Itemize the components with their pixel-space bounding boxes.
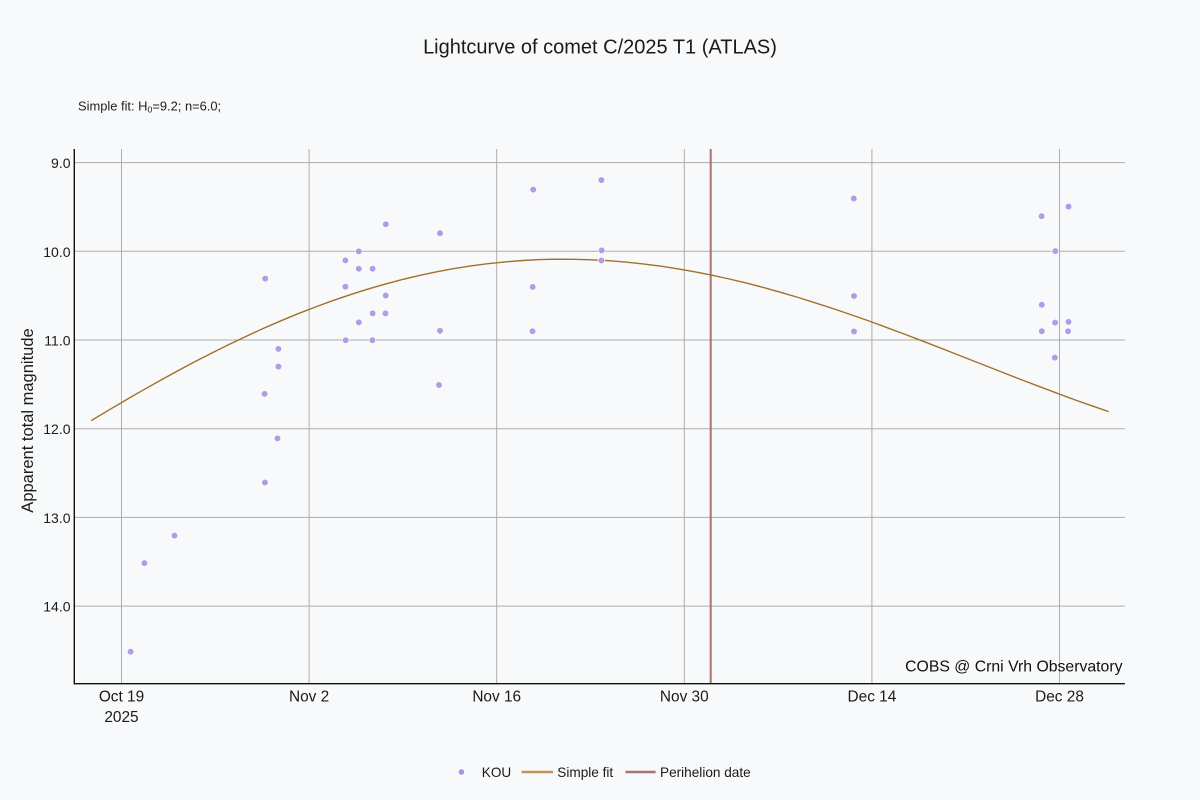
svg-text:11.0: 11.0 <box>44 333 70 349</box>
svg-text:Nov 2: Nov 2 <box>289 689 329 706</box>
svg-text:12.0: 12.0 <box>43 421 70 437</box>
svg-text:Lightcurve of comet C/2025 T1: Lightcurve of comet C/2025 T1 (ATLAS) <box>423 37 777 59</box>
svg-text:Perihelion date: Perihelion date <box>660 765 751 780</box>
svg-text:Simple fit: H0=9.2; n=6.0;: Simple fit: H0=9.2; n=6.0; <box>78 99 221 115</box>
svg-text:COBS @ Crni Vrh Observatory: COBS @ Crni Vrh Observatory <box>905 658 1122 675</box>
svg-text:Simple fit: Simple fit <box>557 765 613 780</box>
svg-text:9.0: 9.0 <box>51 155 71 171</box>
svg-text:Apparent total magnitude: Apparent total magnitude <box>19 328 37 512</box>
svg-text:Oct 19: Oct 19 <box>99 689 144 706</box>
svg-text:Dec 28: Dec 28 <box>1035 689 1084 706</box>
svg-text:Nov 16: Nov 16 <box>472 689 521 706</box>
svg-text:10.0: 10.0 <box>43 244 70 260</box>
svg-text:2025: 2025 <box>104 709 138 726</box>
svg-text:Dec 14: Dec 14 <box>848 689 897 706</box>
svg-text:KOU: KOU <box>482 765 511 780</box>
svg-text:14.0: 14.0 <box>43 599 70 615</box>
svg-text:Nov 30: Nov 30 <box>660 689 709 706</box>
svg-text:13.0: 13.0 <box>43 510 70 526</box>
